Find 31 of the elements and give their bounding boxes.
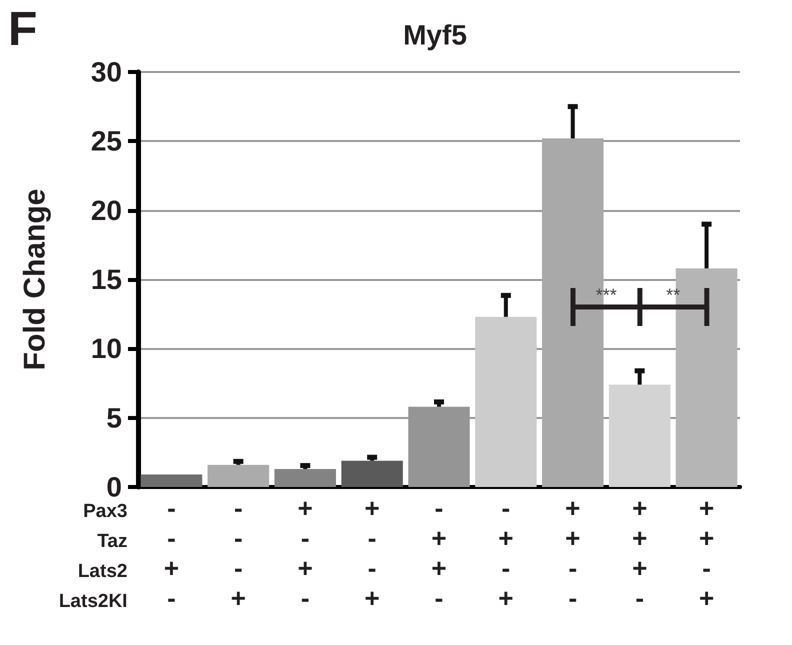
x-tick-label: + + - + [698, 493, 714, 613]
text: Taz [97, 531, 128, 553]
y-axis-title: Fold Change [18, 188, 52, 370]
x-tick-label: - + + - [431, 493, 447, 613]
y-tick-label: 25 [90, 126, 122, 157]
annotation: ** [666, 285, 680, 306]
y-tick-label: 15 [90, 264, 122, 295]
x-tick-label: - + - + [498, 493, 514, 613]
text: Lats2 [78, 561, 128, 583]
y-tick-label: 20 [90, 194, 122, 226]
chart-title: Myf5 [403, 20, 467, 50]
bar [341, 460, 403, 487]
y-tick-label: 5 [106, 402, 122, 434]
y-tick-label: 10 [90, 333, 122, 364]
x-tick-label: + + + - [632, 493, 648, 613]
x-tick-label: - - + - [164, 493, 180, 613]
bar [140, 474, 202, 487]
annotation: *** [596, 285, 617, 306]
text: Lats2KI [58, 591, 128, 613]
bar [475, 316, 537, 487]
text: Pax3 [83, 501, 128, 523]
text: F [8, 2, 38, 57]
bar [274, 469, 336, 487]
x-tick-label: + - + - [298, 493, 313, 613]
bar [208, 464, 270, 487]
x-tick-label: + + - - [565, 493, 580, 613]
bar [608, 384, 670, 487]
y-tick-label: 30 [90, 56, 122, 88]
x-tick-label: + - - + [364, 493, 380, 613]
y-tick-label: 0 [106, 472, 122, 502]
x-tick-label: - - - + [230, 493, 246, 613]
